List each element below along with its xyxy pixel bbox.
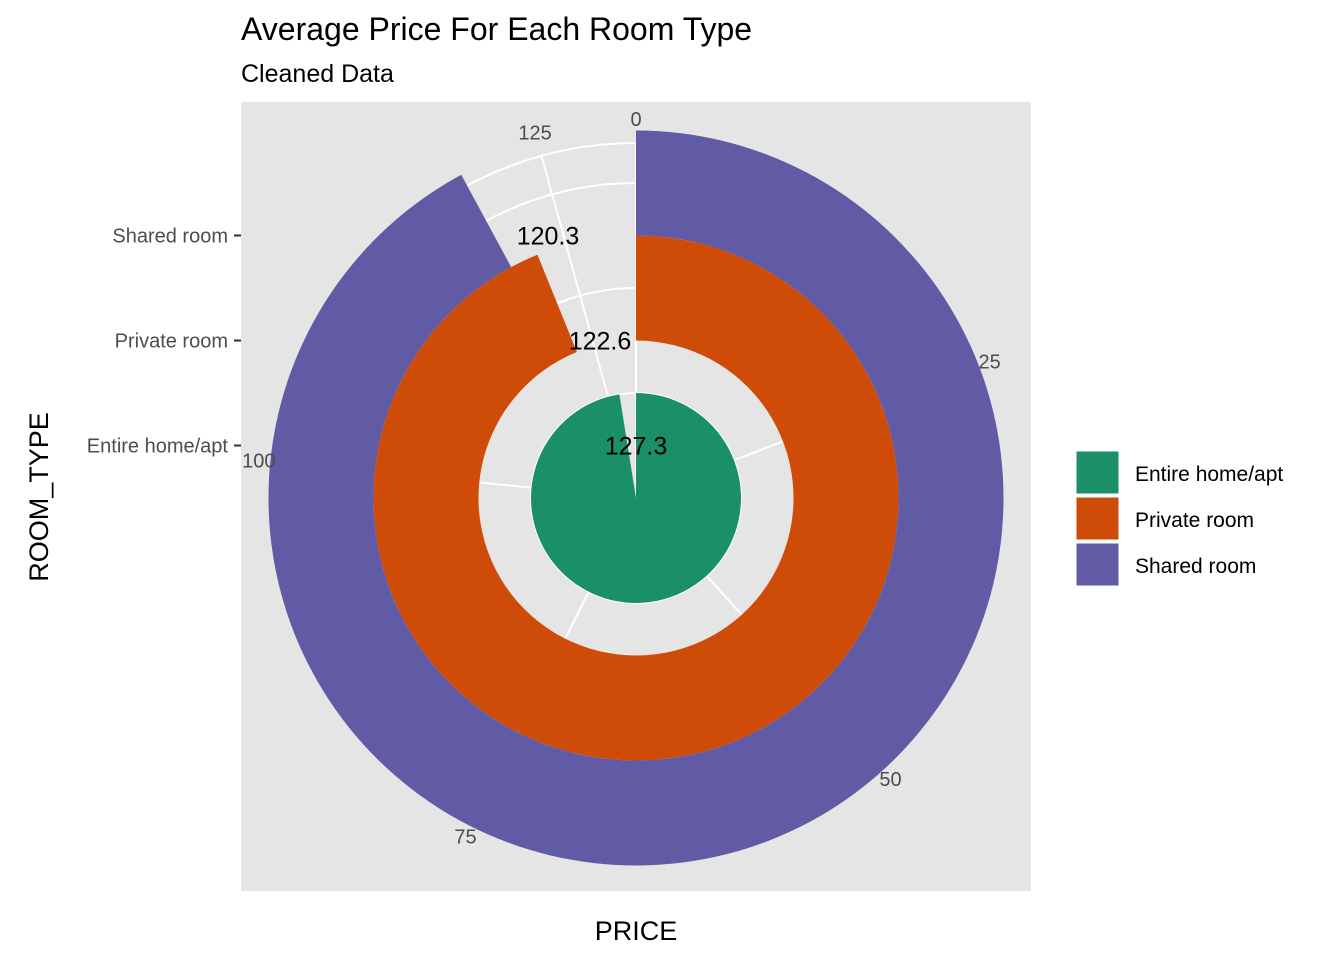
legend-label: Shared room — [1135, 555, 1256, 578]
legend-swatch — [1075, 450, 1120, 495]
theta-tick-label: 100 — [242, 451, 275, 473]
y-axis-title: ROOM_TYPE — [24, 412, 54, 582]
value-label: 127.3 — [605, 433, 668, 461]
theta-tick-labels: 0 25 50 75 100 125 — [242, 109, 1001, 849]
radial-axis: Entire home/apt Private room Shared room — [87, 226, 241, 458]
theta-tick-label: 50 — [879, 769, 901, 791]
legend-swatch — [1075, 496, 1120, 541]
bars — [268, 130, 1004, 866]
legend-swatch — [1075, 542, 1120, 587]
chart-title: Average Price For Each Room Type — [241, 11, 752, 47]
x-axis-title: PRICE — [595, 916, 678, 946]
chart-subtitle: Cleaned Data — [241, 60, 394, 88]
bar-private-room — [373, 235, 899, 761]
value-label: 120.3 — [517, 223, 580, 251]
legend: Entire home/apt Private room Shared room — [1075, 450, 1283, 587]
value-labels: 127.3 122.6 120.3 — [517, 223, 668, 461]
bar-entire-home-apt — [531, 393, 742, 604]
radial-tick-label: Private room — [115, 331, 228, 353]
radial-tick-label: Shared room — [112, 226, 228, 248]
radial-tick-label: Entire home/apt — [87, 436, 229, 458]
value-label: 122.6 — [569, 328, 632, 356]
legend-label: Private room — [1135, 509, 1254, 532]
theta-tick-label: 0 — [630, 109, 641, 131]
legend-label: Entire home/apt — [1135, 463, 1283, 486]
theta-tick-label: 75 — [454, 827, 476, 849]
theta-tick-label: 125 — [518, 123, 551, 145]
theta-tick-label: 25 — [978, 352, 1000, 374]
